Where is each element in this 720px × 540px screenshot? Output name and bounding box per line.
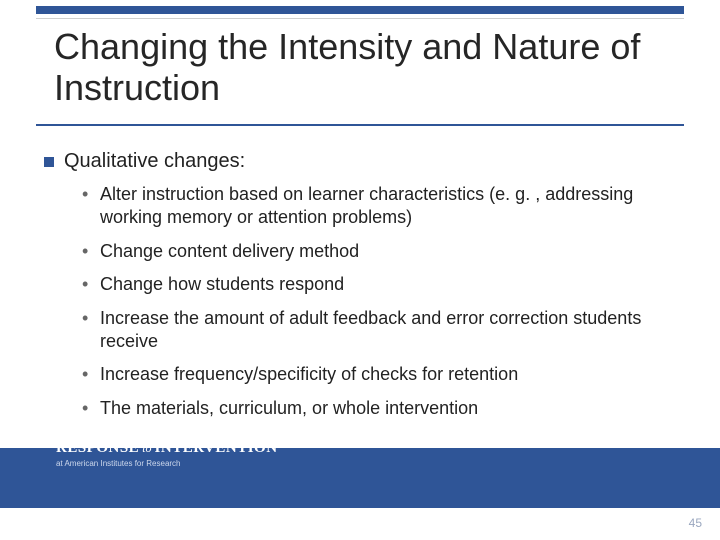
- dot-bullet-icon: •: [82, 397, 88, 419]
- dot-bullet-icon: •: [82, 363, 88, 385]
- footer-band: Center on RESPONSE to INTERVENTION at Am…: [0, 448, 720, 508]
- footer-logo: Center on RESPONSE to INTERVENTION at Am…: [56, 428, 278, 468]
- dot-bullet-icon: •: [82, 240, 88, 262]
- logo-line1: Center on: [56, 428, 278, 440]
- dot-bullet-icon: •: [82, 273, 88, 295]
- bullet-text: Increase the amount of adult feedback an…: [100, 307, 676, 354]
- logo-line2: RESPONSE to INTERVENTION: [56, 440, 278, 457]
- top-stripe: [36, 6, 684, 14]
- thin-line: [36, 18, 684, 19]
- bullet-text: The materials, curriculum, or whole inte…: [100, 397, 478, 420]
- bullet-text: Alter instruction based on learner chara…: [100, 183, 676, 230]
- page-number: 45: [689, 516, 702, 530]
- logo-subtext: at American Institutes for Research: [56, 459, 278, 468]
- title-block: Changing the Intensity and Nature of Ins…: [54, 26, 660, 109]
- logo-response: RESPONSE: [56, 440, 139, 456]
- slide-title: Changing the Intensity and Nature of Ins…: [54, 26, 660, 109]
- list-item: • The materials, curriculum, or whole in…: [82, 397, 676, 420]
- section-heading: Qualitative changes:: [64, 150, 245, 173]
- logo-to: to: [139, 441, 154, 455]
- list-item: • Change content delivery method: [82, 240, 676, 263]
- list-item: • Increase frequency/specificity of chec…: [82, 363, 676, 386]
- bullet-text: Change content delivery method: [100, 240, 359, 263]
- square-bullet-icon: [44, 157, 54, 167]
- list-item: • Alter instruction based on learner cha…: [82, 183, 676, 230]
- bullet-text: Change how students respond: [100, 273, 344, 296]
- list-item: • Increase the amount of adult feedback …: [82, 307, 676, 354]
- bullet-list: • Alter instruction based on learner cha…: [82, 183, 676, 420]
- logo-intervention: INTERVENTION: [155, 440, 278, 456]
- dot-bullet-icon: •: [82, 307, 88, 329]
- title-underline: [36, 124, 684, 126]
- section-heading-row: Qualitative changes:: [44, 150, 676, 173]
- dot-bullet-icon: •: [82, 183, 88, 205]
- slide: Changing the Intensity and Nature of Ins…: [0, 0, 720, 540]
- content-area: Qualitative changes: • Alter instruction…: [44, 150, 676, 430]
- list-item: • Change how students respond: [82, 273, 676, 296]
- bullet-text: Increase frequency/specificity of checks…: [100, 363, 518, 386]
